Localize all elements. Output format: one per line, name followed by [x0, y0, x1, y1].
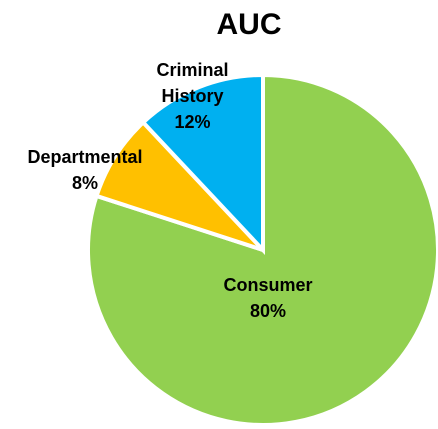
value-label: 80%	[249, 301, 287, 321]
pie-slice	[140, 72, 265, 256]
value-label: 12%	[174, 112, 211, 132]
chart-title: AUC	[216, 8, 282, 41]
category-label: Criminal History	[156, 60, 229, 106]
slice-label: Criminal History 12%	[130, 57, 255, 135]
slice-label: Departmental 8%	[5, 144, 165, 196]
category-label: Departmental	[27, 147, 143, 167]
category-label: Consumer	[223, 275, 313, 295]
slice-label: Consumer 80%	[198, 272, 338, 324]
value-label: 8%	[71, 173, 98, 193]
